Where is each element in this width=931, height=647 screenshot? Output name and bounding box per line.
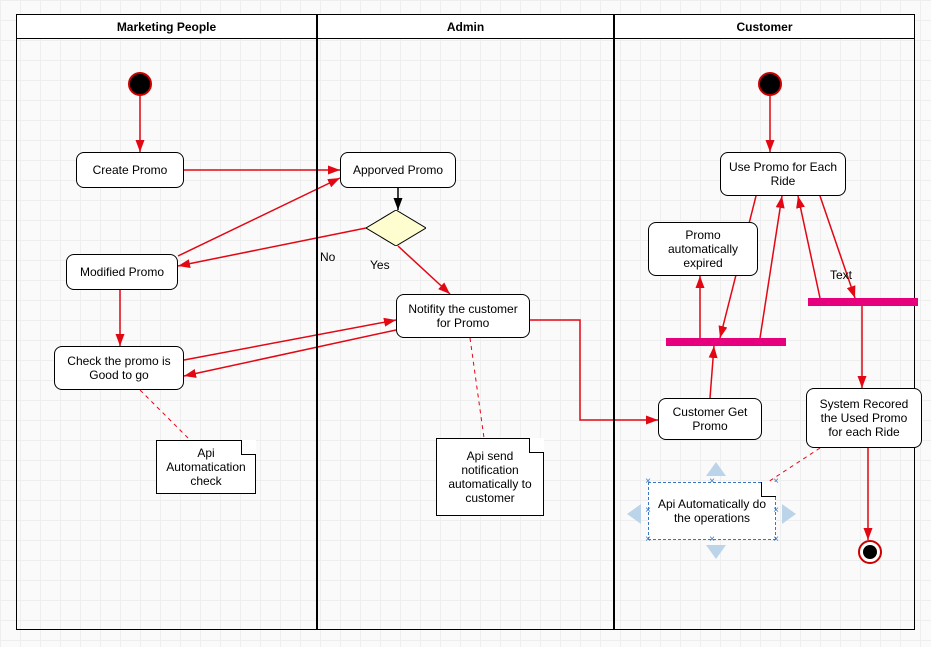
activity-notify-customer[interactable]: Notifity the customer for Promo: [396, 294, 530, 338]
activity-label: Use Promo for Each Ride: [727, 160, 839, 188]
selection-arrow-left[interactable]: [627, 504, 641, 524]
activity-check-promo[interactable]: Check the promo is Good to go: [54, 346, 184, 390]
activity-promo-expired[interactable]: Promo automatically expired: [648, 222, 758, 276]
fork-bar[interactable]: [666, 338, 786, 346]
selection-arrow-up[interactable]: [706, 462, 726, 476]
activity-modified-promo[interactable]: Modified Promo: [66, 254, 178, 290]
selection-arrow-right[interactable]: [782, 504, 796, 524]
activity-label: Customer Get Promo: [665, 405, 755, 433]
activity-label: System Recored the Used Promo for each R…: [813, 397, 915, 439]
edge-label-yes: Yes: [370, 258, 390, 272]
activity-label: Create Promo: [93, 163, 168, 177]
activity-label: Modified Promo: [80, 265, 164, 279]
activity-customer-get[interactable]: Customer Get Promo: [658, 398, 762, 440]
selection-handle[interactable]: ×: [708, 478, 716, 486]
selection-handle[interactable]: ×: [644, 536, 652, 544]
selection-handle[interactable]: ×: [772, 536, 780, 544]
lane-header: Admin: [318, 15, 613, 39]
lane-header: Marketing People: [17, 15, 316, 39]
swimlane-marketing[interactable]: − Marketing People: [16, 14, 317, 630]
selection-handle[interactable]: ×: [772, 507, 780, 515]
initial-node[interactable]: [758, 72, 782, 96]
diagram-canvas[interactable]: − Marketing People − Admin − Customer Cr…: [0, 0, 931, 647]
note-label: Api Automatication check: [163, 446, 249, 488]
activity-label: Apporved Promo: [353, 163, 443, 177]
lane-header: Customer: [615, 15, 914, 39]
initial-node[interactable]: [128, 72, 152, 96]
activity-approved-promo[interactable]: Apporved Promo: [340, 152, 456, 188]
fork-bar[interactable]: [808, 298, 918, 306]
note-api-ops-selected[interactable]: Api Automatically do the operations × × …: [648, 482, 776, 540]
decision-node[interactable]: [366, 210, 426, 246]
edge-label-text: Text: [830, 268, 852, 282]
note-api-check[interactable]: Api Automatication check: [156, 440, 256, 494]
final-node[interactable]: [858, 540, 882, 564]
note-api-send[interactable]: Api send notification automatically to c…: [436, 438, 544, 516]
activity-system-record[interactable]: System Recored the Used Promo for each R…: [806, 388, 922, 448]
selection-handle[interactable]: ×: [772, 478, 780, 486]
activity-label: Promo automatically expired: [655, 228, 751, 270]
selection-handle[interactable]: ×: [644, 507, 652, 515]
activity-create-promo[interactable]: Create Promo: [76, 152, 184, 188]
selection-arrow-down[interactable]: [706, 545, 726, 559]
edge-label-no: No: [320, 250, 335, 264]
note-label: Api send notification automatically to c…: [443, 449, 537, 505]
selection-handle[interactable]: ×: [708, 536, 716, 544]
activity-label: Notifity the customer for Promo: [403, 302, 523, 330]
activity-label: Check the promo is Good to go: [61, 354, 177, 382]
activity-use-promo[interactable]: Use Promo for Each Ride: [720, 152, 846, 196]
selection-handle[interactable]: ×: [644, 478, 652, 486]
note-label: Api Automatically do the operations: [655, 497, 769, 525]
